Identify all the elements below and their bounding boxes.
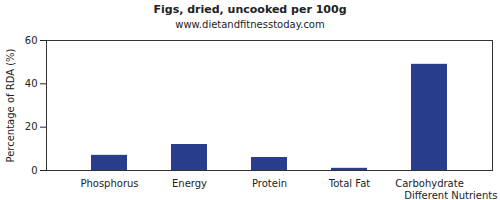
svg-text:Energy: Energy: [172, 178, 207, 189]
svg-text:Total Fat: Total Fat: [328, 178, 370, 189]
svg-text:Phosphorus: Phosphorus: [80, 178, 138, 189]
html-text:www.dietandfitnesstoday.com: www.dietandfitnesstoday.com: [175, 19, 325, 30]
svg-text:60: 60: [25, 35, 38, 46]
svg-text:40: 40: [25, 78, 38, 89]
svg-text:Protein: Protein: [252, 178, 287, 189]
svg-text:Different Nutrients: Different Nutrients: [404, 190, 497, 200]
svg-text:Percentage of RDA (%): Percentage of RDA (%): [5, 48, 16, 162]
svg-text:0: 0: [31, 165, 37, 176]
svg-text:20: 20: [25, 121, 38, 132]
svg-text:Carbohydrate: Carbohydrate: [395, 178, 464, 189]
html-text:Figs, dried, uncooked per 100g: Figs, dried, uncooked per 100g: [153, 3, 347, 16]
